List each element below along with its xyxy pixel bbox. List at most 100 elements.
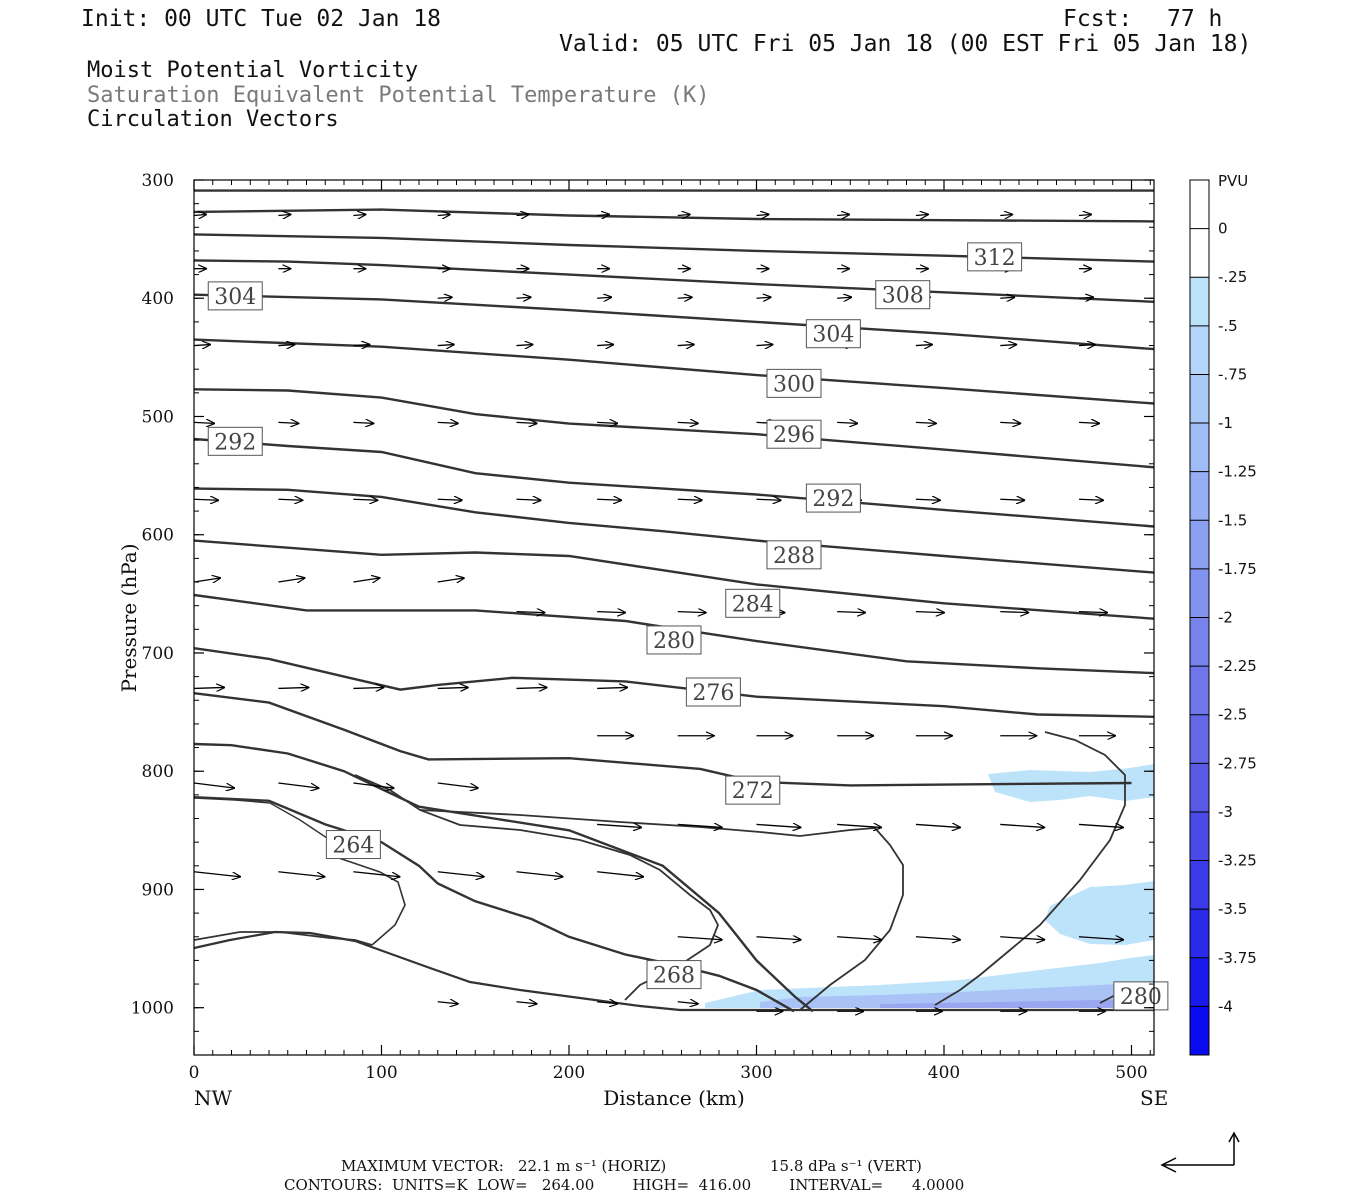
colorbar-swatch-12 [1190, 763, 1209, 813]
vector-arrow [516, 345, 533, 346]
vector-arrow [437, 782, 478, 788]
vector-arrow [278, 499, 302, 500]
vector-arrow [756, 937, 801, 940]
colorbar-label-1: -.25 [1218, 268, 1247, 286]
isentrope-8 [194, 487, 1154, 574]
colorbar-swatch-8 [1190, 568, 1209, 618]
colorbar-swatch-1 [1190, 228, 1209, 278]
vector-arrow [915, 612, 944, 613]
x-tick-label-500: 500 [1115, 1063, 1147, 1083]
colorbar-label-8: -2 [1218, 609, 1233, 627]
colorbar-label-9: -2.25 [1218, 657, 1257, 675]
contour-label-box-8 [766, 540, 822, 570]
vector-arrow [193, 499, 218, 500]
max-vector-horiz: 22.1 m s⁻¹ (HORIZ) [518, 1157, 667, 1175]
isentrope-4 [194, 293, 1154, 351]
vector-arrow [837, 937, 881, 940]
vector-arrow [1000, 937, 1044, 940]
vector-arrow [193, 782, 234, 788]
colorbar-label-5: -1.25 [1218, 463, 1257, 481]
y-tick-label-900: 900 [142, 880, 174, 900]
contour-label-6: 292 [214, 430, 256, 455]
isentrope-9 [194, 539, 1154, 620]
vector-arrow [677, 422, 698, 423]
contour-label-box-11 [685, 677, 741, 707]
colorbar-label-4: -1 [1218, 414, 1233, 432]
vector-arrow [437, 871, 484, 877]
y-tick-label-800: 800 [142, 762, 174, 782]
colorbar-label-6: -1.5 [1218, 511, 1247, 529]
contour-label-12: 272 [732, 779, 774, 804]
field-title-mpv: Moist Potential Vorticity [87, 58, 419, 83]
vector-arrow [278, 214, 290, 215]
vector-arrow [597, 687, 627, 688]
isentrope-5 [194, 338, 1154, 405]
vector-arrow [193, 578, 220, 582]
colorbar-swatch-3 [1190, 325, 1209, 375]
x-axis-se-label: SE [1140, 1086, 1168, 1110]
vector-arrow [677, 612, 706, 613]
vector-arrow [1000, 422, 1020, 423]
max-vector-label: MAXIMUM VECTOR: [341, 1157, 504, 1175]
vector-arrow [437, 297, 452, 298]
vector-arrow [437, 578, 464, 582]
field-title-vectors: Circulation Vectors [87, 107, 339, 132]
vector-arrow [837, 297, 851, 298]
colorbar-swatch-2 [1190, 277, 1209, 327]
pv-area-920 [1045, 881, 1154, 945]
init-time: Init: 00 UTC Tue 02 Jan 18 [81, 6, 442, 32]
vector-arrow [437, 687, 468, 688]
vector-arrow [597, 1002, 617, 1004]
vector-arrow [278, 782, 318, 788]
vector-arrow [915, 499, 940, 500]
vector-arrow [353, 422, 373, 423]
vector-arrow [516, 422, 537, 423]
vector-arrow [915, 345, 932, 346]
vector-arrow [837, 612, 865, 613]
x-tick-label-300: 300 [740, 1063, 772, 1083]
colorbar-swatch-0 [1190, 180, 1209, 230]
contour-label-box-10 [646, 625, 702, 655]
colorbar-swatch-11 [1190, 714, 1209, 764]
vector-arrow [1000, 824, 1044, 827]
reference-vector-icon [1160, 1131, 1240, 1173]
vector-arrow [193, 422, 214, 423]
vector-arrow [1000, 612, 1028, 613]
vector-arrow [516, 687, 547, 688]
vector-arrow [353, 578, 379, 582]
vector-arrow [278, 871, 324, 877]
x-axis-label: Distance (km) [603, 1086, 745, 1110]
vector-arrow [915, 422, 936, 423]
vector-arrow [278, 687, 308, 688]
x-tick-label-400: 400 [928, 1063, 960, 1083]
colorbar-label-15: -3.75 [1218, 949, 1257, 967]
vector-arrow [353, 687, 383, 688]
vector-arrow [353, 345, 369, 346]
colorbar-units: PVU [1218, 172, 1248, 190]
valid-time: Valid: 05 UTC Fri 05 Jan 18 (00 EST Fri … [559, 31, 1252, 57]
vector-arrow [1000, 214, 1012, 215]
contour-label-2: 304 [214, 285, 256, 310]
vector-arrow [353, 782, 393, 788]
isentrope-14 [194, 796, 795, 1013]
contour-label-box-1 [875, 280, 931, 310]
contour-label-box-14 [646, 960, 702, 990]
colorbar-label-12: -3 [1218, 803, 1233, 821]
vector-arrow [516, 871, 563, 877]
vector-arrow [677, 214, 690, 215]
colorbar-swatch-5 [1190, 423, 1209, 473]
y-tick-label-400: 400 [142, 289, 174, 309]
vector-arrow [756, 214, 769, 215]
isentrope-6 [194, 388, 1154, 469]
contour-label-box-6 [207, 426, 263, 456]
vector-arrow [353, 499, 377, 500]
colorbar-swatch-14 [1190, 860, 1209, 910]
vector-arrow [756, 824, 801, 827]
vector-arrow [437, 214, 450, 215]
contour-label-box-12 [725, 775, 781, 805]
isentrope-7 [194, 437, 1154, 528]
vector-arrow [677, 499, 702, 500]
vector-arrow [516, 214, 529, 215]
contour-label-box-15 [1113, 981, 1169, 1011]
